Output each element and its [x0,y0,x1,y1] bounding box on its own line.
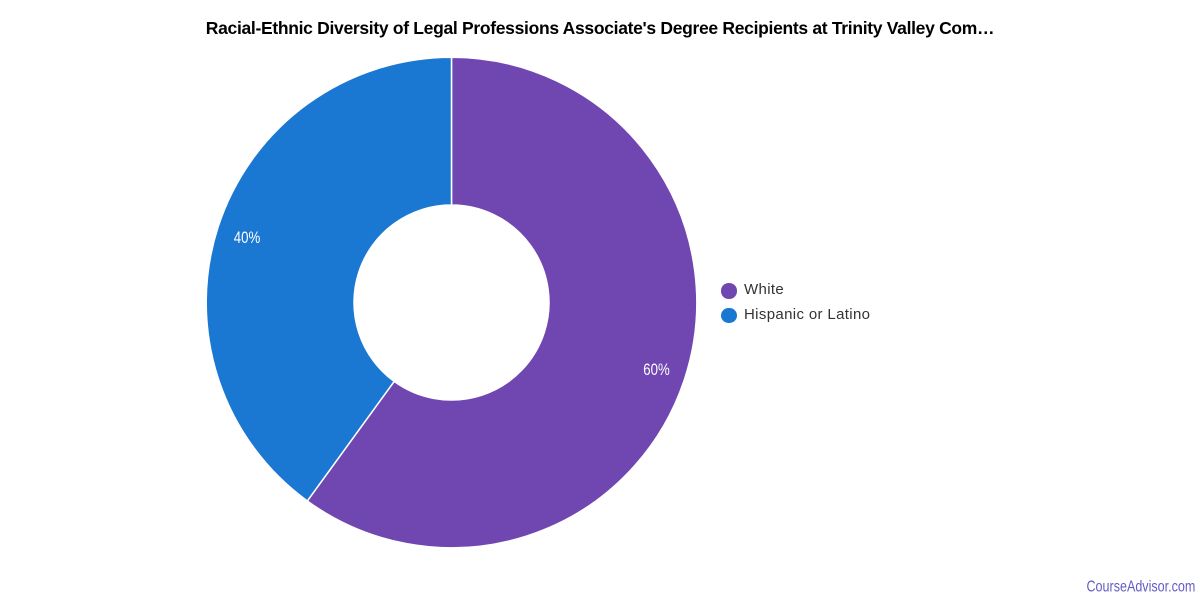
svg-text:60%: 60% [643,360,670,379]
svg-text:CourseAdvisor.com: CourseAdvisor.com [1087,578,1196,595]
svg-text:40%: 40% [234,228,261,247]
